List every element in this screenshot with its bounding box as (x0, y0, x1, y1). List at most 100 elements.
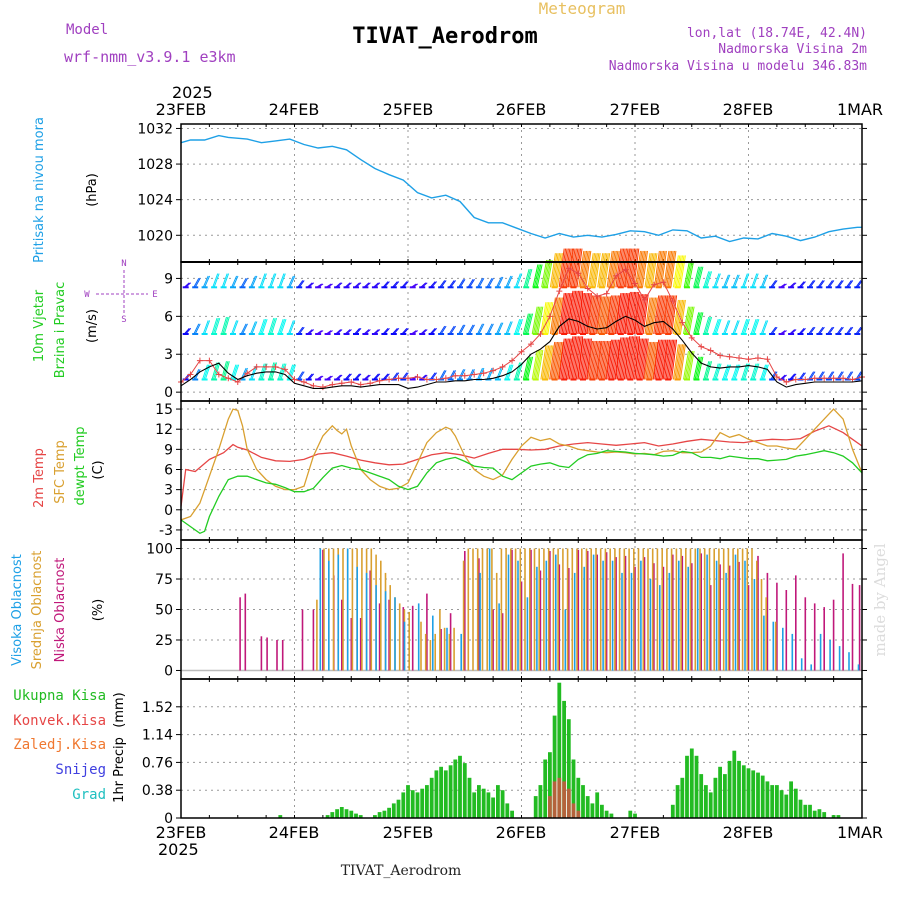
wind-barb (506, 364, 513, 380)
wind-barb (251, 275, 258, 288)
model-name: wrf-nmm_v3.9.1 e3km (64, 48, 236, 66)
wind-barb (193, 323, 200, 335)
total-precip-bar (680, 777, 685, 818)
wind-barb (527, 356, 534, 380)
total-precip-bar (670, 804, 675, 818)
wind-barb (280, 363, 287, 380)
total-precip-bar (595, 792, 600, 818)
precip-ylabel: 1hr Precip (112, 737, 127, 803)
wind-barb (744, 319, 750, 335)
wind-barb (836, 326, 843, 335)
wind-barb (542, 259, 549, 288)
wind-barb (619, 293, 626, 335)
wind-barb (598, 253, 605, 288)
wind-barb (641, 294, 648, 335)
wind-barb (636, 250, 643, 288)
wind-barb (588, 295, 595, 335)
wind-barb (658, 250, 665, 288)
total-precip-bar (581, 785, 585, 818)
wind-barb (572, 248, 579, 288)
meteogram-label: Meteogram (539, 0, 626, 18)
wind-barb (622, 293, 629, 335)
wind-barb (639, 250, 646, 288)
wind-barb (684, 306, 691, 335)
total-precip-bar (354, 813, 358, 818)
wind-barb (809, 371, 816, 380)
wind-barb (279, 273, 286, 288)
temp-2m-line (180, 425, 863, 507)
wind-barb (567, 290, 574, 335)
wind-barb (573, 290, 579, 335)
wind-barb (202, 275, 209, 288)
conv-precip-bar (557, 777, 562, 818)
precip-legend-total: Ukupna Kisa (13, 688, 106, 704)
wind-barb (223, 361, 230, 380)
total-precip-bar (510, 810, 514, 818)
data-layer (178, 134, 865, 818)
gust-marker (773, 373, 780, 380)
wind-barb (741, 273, 748, 288)
wind-barb (694, 266, 701, 288)
total-precip-bar (836, 815, 841, 818)
wind-barb (554, 297, 561, 335)
wind-barb (440, 280, 447, 288)
wind-barb (486, 277, 493, 288)
wind-barb (638, 338, 645, 380)
wind-barb (591, 253, 598, 288)
wind-barb (752, 319, 758, 335)
wind-barb (497, 366, 504, 380)
total-precip-bar (571, 759, 576, 818)
wind-barb (629, 291, 636, 335)
cloud-ylabel-3: Niska Oblacnost (53, 558, 68, 663)
wind-barb (642, 294, 649, 335)
wind-barb (683, 351, 689, 380)
wind-barb (525, 313, 532, 335)
wind-barb (504, 364, 511, 380)
wind-barb (533, 306, 540, 335)
wind-barb (667, 250, 674, 288)
wind-barb (683, 262, 690, 288)
total-precip-bar (756, 772, 760, 818)
wind-barb (631, 336, 638, 380)
gust-marker (386, 376, 393, 383)
gust-marker (263, 363, 270, 370)
wind-barb (630, 248, 637, 288)
wind-barb (837, 326, 844, 335)
wind-barb (469, 324, 475, 335)
wind-barb (298, 280, 305, 288)
wind-barb (551, 297, 558, 335)
wind-barb (597, 340, 604, 380)
wind-barb (565, 338, 572, 380)
wind-barb (808, 326, 815, 335)
wind-barb (544, 345, 551, 380)
total-precip-bar (477, 785, 481, 818)
wind-barb (753, 319, 760, 335)
total-precip-bar (779, 790, 784, 818)
wind-barb (597, 296, 604, 335)
wind-barb (524, 313, 531, 335)
wind-barb (723, 320, 729, 335)
total-precip-bar (448, 765, 453, 818)
y-tick-label: 1028 (137, 157, 173, 173)
wind-barb (223, 316, 230, 335)
model-label: Model (66, 22, 108, 38)
year-label-top: 2025 (172, 83, 213, 102)
wind-barb (615, 248, 622, 288)
wind-barb (602, 340, 609, 380)
wind-barb (298, 326, 305, 335)
wind-barb (202, 364, 208, 380)
wind-barb (653, 295, 660, 335)
gust-marker (423, 376, 430, 383)
wind-barb (645, 341, 652, 380)
model-altitude-label: Nadmorska Visina u modelu 346.83m (609, 59, 867, 74)
wind-barb (554, 341, 561, 380)
wind-barb (269, 317, 276, 335)
total-precip-bar (439, 766, 443, 818)
wind-barb (584, 293, 591, 335)
total-precip-bar (737, 760, 741, 818)
wind-barb (586, 338, 592, 380)
wind-barb (561, 248, 568, 288)
wind-barb (687, 262, 694, 288)
wind-barb (552, 297, 559, 335)
wind-barb (817, 280, 824, 288)
